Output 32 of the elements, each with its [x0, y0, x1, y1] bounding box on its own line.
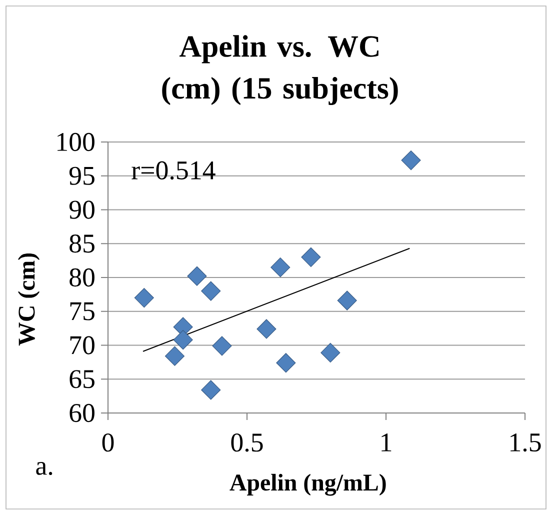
- y-tick-label: 60: [70, 404, 94, 422]
- text: a.: [36, 462, 52, 476]
- y-tick-label: 75: [70, 302, 94, 320]
- y-tick-label: 100: [58, 132, 94, 152]
- point: [212, 336, 232, 356]
- point: [187, 266, 207, 286]
- y-tick-label: 85: [70, 234, 94, 253]
- annotation: r=0.514: [132, 161, 216, 180]
- point: [401, 150, 421, 170]
- point: [256, 319, 276, 339]
- x-tick-label: 0.5: [231, 434, 263, 452]
- x-tick-label: 0: [102, 434, 114, 452]
- point: [270, 258, 290, 278]
- chart-title: Apelin vs. WC (cm) (15 subjects): [162, 35, 398, 106]
- point: [201, 281, 221, 301]
- x-tick-label: 1.5: [510, 434, 541, 452]
- y-tick-label: 95: [69, 166, 94, 185]
- y-tick-label: 80: [70, 268, 94, 287]
- point: [173, 330, 193, 350]
- y-tick-label: 70: [70, 336, 94, 354]
- point: [201, 380, 221, 400]
- y-tick-label: 65: [70, 370, 94, 388]
- point: [301, 247, 321, 267]
- point: [276, 353, 296, 373]
- point: [134, 288, 154, 308]
- point: [320, 342, 340, 362]
- x-axis-title: Apelin (ng/mL): [230, 474, 386, 496]
- point: [337, 290, 357, 310]
- point: [164, 346, 185, 366]
- y-tick-label: 90: [69, 200, 94, 219]
- x-tick-label: 1: [382, 434, 392, 452]
- y-axis-title: WC (cm): [18, 253, 40, 346]
